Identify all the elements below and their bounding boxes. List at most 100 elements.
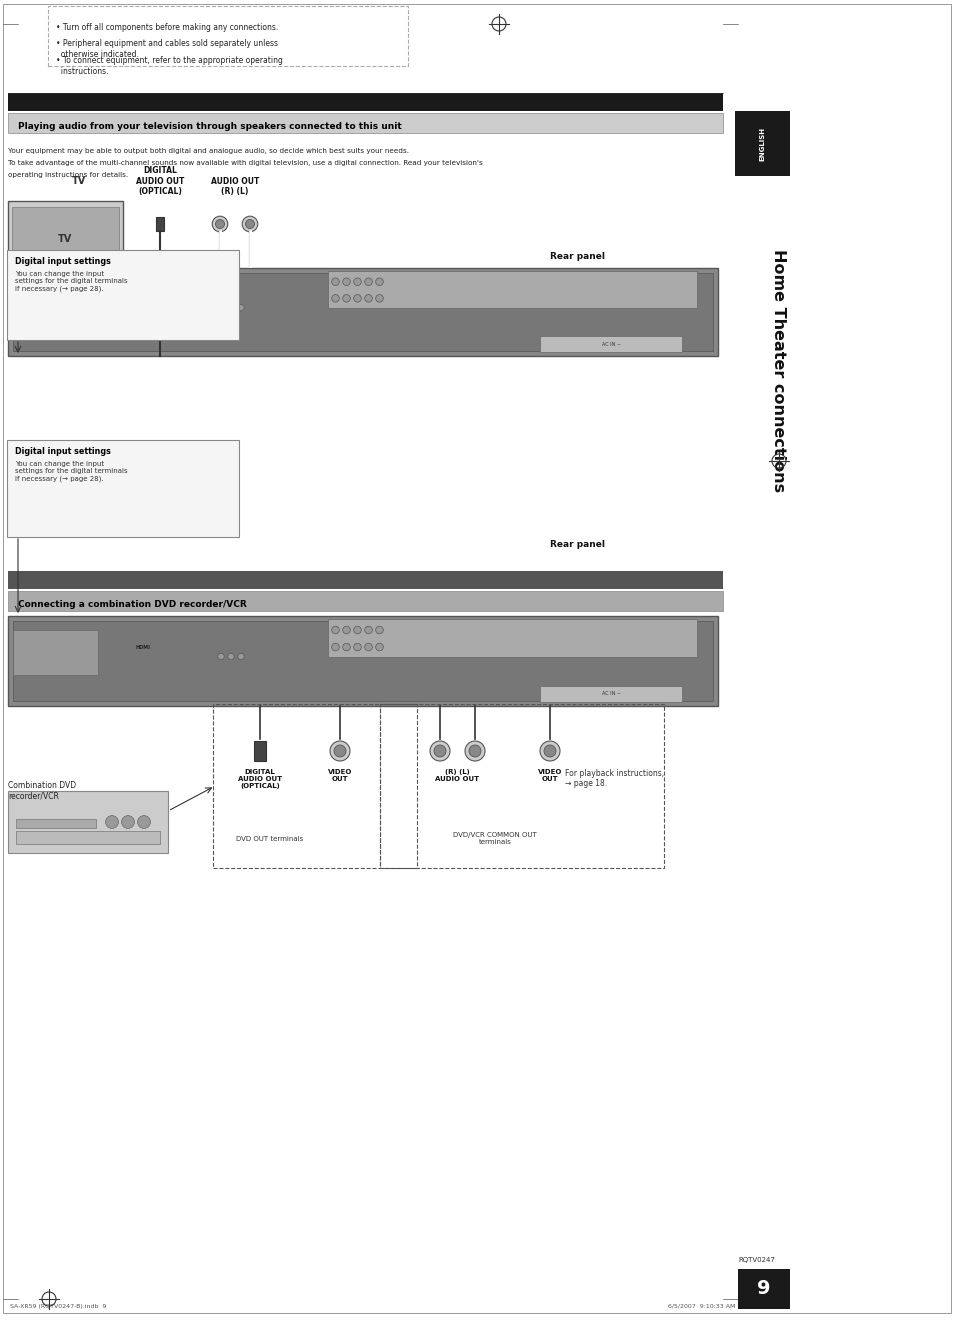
Text: • Peripheral equipment and cables sold separately unless: • Peripheral equipment and cables sold s…: [56, 40, 277, 48]
Bar: [16, 819, 96, 828]
Circle shape: [332, 643, 339, 651]
Circle shape: [469, 745, 480, 757]
Text: ENGLISH: ENGLISH: [759, 127, 764, 160]
Text: TV: TV: [71, 176, 86, 186]
Bar: [13, 273, 712, 351]
Circle shape: [375, 295, 383, 303]
Text: Playing audio from your television through speakers connected to this unit: Playing audio from your television throu…: [18, 122, 401, 131]
Bar: [8, 590, 722, 612]
Circle shape: [334, 745, 346, 757]
Circle shape: [430, 741, 450, 761]
Circle shape: [217, 304, 224, 310]
Text: DVD OUT terminals: DVD OUT terminals: [236, 836, 303, 841]
Circle shape: [228, 654, 233, 659]
Circle shape: [342, 643, 350, 651]
Text: Home Theater connections: Home Theater connections: [770, 250, 784, 493]
Text: instructions.: instructions.: [56, 67, 109, 77]
Bar: [13, 621, 712, 701]
Circle shape: [332, 626, 339, 634]
Bar: [8, 791, 168, 853]
Text: VIDEO
OUT: VIDEO OUT: [328, 769, 352, 782]
Text: AUDIO OUT
(R) (L): AUDIO OUT (R) (L): [211, 177, 259, 196]
Bar: [13, 630, 98, 675]
Text: (R) (L)
AUDIO OUT: (R) (L) AUDIO OUT: [435, 769, 478, 782]
Text: Connecting a combination DVD recorder/VCR: Connecting a combination DVD recorder/VC…: [18, 600, 247, 609]
Text: • To connect equipment, refer to the appropriate operating: • To connect equipment, refer to the app…: [56, 55, 283, 65]
Text: VIDEO
OUT: VIDEO OUT: [537, 769, 561, 782]
Text: DVD/VCR COMMON OUT
terminals: DVD/VCR COMMON OUT terminals: [453, 832, 537, 845]
Bar: [540, 686, 681, 701]
Bar: [8, 92, 722, 111]
Bar: [8, 114, 722, 133]
Text: RQTV0247: RQTV0247: [738, 1258, 774, 1263]
Text: TV: TV: [58, 234, 72, 244]
Circle shape: [364, 295, 372, 303]
Text: Digital input settings: Digital input settings: [15, 446, 111, 456]
Circle shape: [354, 626, 361, 634]
Text: To take advantage of the multi-channel sounds now available with digital televis: To take advantage of the multi-channel s…: [8, 160, 482, 166]
Circle shape: [215, 219, 224, 229]
Bar: [8, 571, 722, 589]
Circle shape: [543, 745, 556, 757]
Text: 9: 9: [757, 1280, 770, 1299]
FancyBboxPatch shape: [7, 440, 239, 538]
Bar: [327, 271, 696, 308]
Bar: [16, 831, 160, 844]
Text: Digital input settings: Digital input settings: [15, 258, 111, 266]
Circle shape: [375, 277, 383, 285]
Circle shape: [217, 654, 224, 659]
Text: For playback instructions,
→ page 18.: For playback instructions, → page 18.: [564, 769, 663, 789]
Circle shape: [342, 277, 350, 285]
Circle shape: [212, 217, 228, 231]
Circle shape: [342, 626, 350, 634]
Bar: [8, 616, 718, 705]
Circle shape: [354, 643, 361, 651]
Bar: [738, 1269, 789, 1309]
Text: You can change the input
settings for the digital terminals
if necessary (→ page: You can change the input settings for th…: [15, 271, 128, 292]
Circle shape: [375, 643, 383, 651]
FancyBboxPatch shape: [7, 250, 239, 339]
Text: 6/5/2007  9:10:33 AM: 6/5/2007 9:10:33 AM: [667, 1304, 734, 1309]
Circle shape: [237, 304, 244, 310]
Circle shape: [364, 277, 372, 285]
Text: • Turn off all components before making any connections.: • Turn off all components before making …: [56, 22, 278, 32]
Circle shape: [137, 815, 151, 828]
Bar: [12, 207, 119, 272]
Text: otherwise indicated.: otherwise indicated.: [56, 50, 139, 59]
Text: AC IN ~: AC IN ~: [601, 342, 620, 346]
Bar: [8, 268, 718, 355]
Circle shape: [228, 304, 233, 310]
Text: AC IN ~: AC IN ~: [601, 691, 620, 696]
Circle shape: [121, 815, 134, 828]
Bar: [25, 285, 106, 291]
Circle shape: [434, 745, 446, 757]
Bar: [327, 618, 696, 657]
Circle shape: [242, 217, 257, 231]
Circle shape: [245, 219, 254, 229]
Circle shape: [332, 295, 339, 303]
Text: HDMI: HDMI: [135, 296, 151, 301]
Text: DIGITAL
AUDIO OUT
(OPTICAL): DIGITAL AUDIO OUT (OPTICAL): [135, 166, 184, 196]
Bar: [13, 281, 98, 325]
Text: Your equipment may be able to output both digital and analogue audio, so decide : Your equipment may be able to output bot…: [8, 148, 409, 155]
Circle shape: [375, 626, 383, 634]
Circle shape: [354, 295, 361, 303]
Text: Combination DVD
recorder/VCR: Combination DVD recorder/VCR: [8, 781, 76, 801]
Text: DIGITAL
AUDIO OUT
(OPTICAL): DIGITAL AUDIO OUT (OPTICAL): [237, 769, 282, 789]
Circle shape: [330, 741, 350, 761]
Bar: [43, 277, 89, 291]
Bar: [8, 201, 123, 277]
Circle shape: [539, 741, 559, 761]
Circle shape: [364, 626, 372, 634]
Bar: [253, 741, 266, 761]
Text: operating instructions for details.: operating instructions for details.: [8, 172, 128, 178]
Text: HDMI: HDMI: [135, 645, 151, 650]
Circle shape: [342, 295, 350, 303]
Circle shape: [332, 277, 339, 285]
Circle shape: [237, 654, 244, 659]
Circle shape: [464, 741, 484, 761]
Circle shape: [106, 815, 118, 828]
Text: You can change the input
settings for the digital terminals
if necessary (→ page: You can change the input settings for th…: [15, 461, 128, 481]
Text: SA-XR59 (RQTV0247-B).indb  9: SA-XR59 (RQTV0247-B).indb 9: [10, 1304, 107, 1309]
Circle shape: [364, 643, 372, 651]
